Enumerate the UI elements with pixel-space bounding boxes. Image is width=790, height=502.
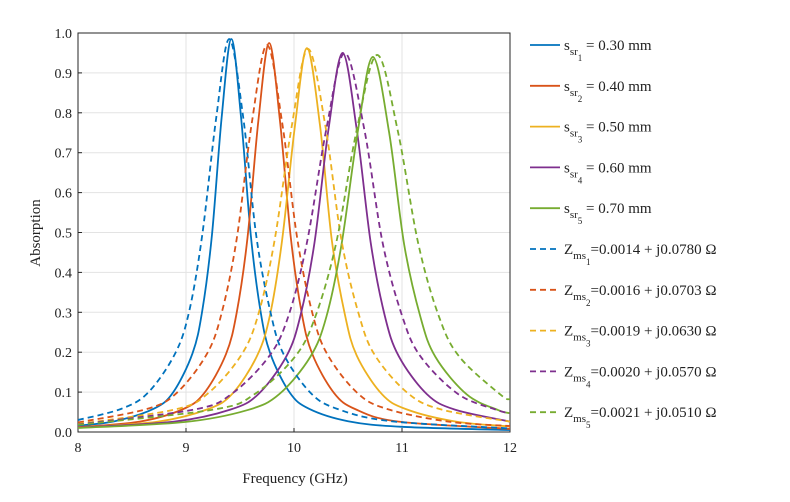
y-tick-label: 0.7 [55,147,73,162]
legend-sub: ms [573,250,586,262]
legend-index: 2 [586,298,591,308]
legend-base: s [564,160,570,176]
legend-base: Z [564,242,573,258]
legend-sub: sr [570,87,578,99]
legend-index: 4 [578,175,583,185]
legend-label: ssr1 = 0.30 mm [564,38,652,63]
legend-label: Zms1=0.0014 + j0.0780 Ω [564,242,717,267]
y-tick-label: 0.9 [55,67,73,82]
line [78,38,510,430]
legend-label: Zms2=0.0016 + j0.0703 Ω [564,283,717,308]
series-clip [78,44,510,427]
legend-base: s [564,120,570,136]
legend-rest: =0.0021 + j0.0510 Ω [591,405,717,421]
y-tick-label: 0.1 [55,386,73,401]
x-tick-label: 9 [183,441,190,456]
legend-index: 4 [586,379,591,389]
x-axis-label: Frequency (GHz) [242,471,347,487]
series-clip [78,48,510,425]
x-tick-label: 8 [75,441,82,456]
series-clip [78,52,510,429]
legend-sub: ms [573,291,586,303]
legend-rest: = 0.60 mm [582,160,652,176]
series-clip [78,52,510,426]
legend-base: Z [564,405,573,421]
legend-label: ssr3 = 0.50 mm [564,120,652,145]
y-tick-label: 0.8 [55,107,73,122]
legend-index: 5 [578,216,583,226]
legend-base: s [564,79,570,95]
legend-rest: =0.0019 + j0.0630 Ω [591,324,717,340]
line [78,47,510,429]
legend-index: 3 [578,135,583,145]
y-tick-label: 0.6 [55,187,73,202]
legend-sub: ms [573,413,586,425]
legend-sub: sr [570,168,578,180]
legend-label: Zms5=0.0021 + j0.0510 Ω [564,405,717,430]
legend-rest: =0.0016 + j0.0703 Ω [591,283,717,299]
series-clip [78,54,510,426]
x-tick-label: 11 [395,441,408,456]
legend-rest: = 0.30 mm [582,38,652,54]
series-clip [78,38,510,431]
legend-index: 3 [586,339,591,349]
y-tick-label: 0.0 [55,426,73,441]
line [78,54,510,426]
line [78,38,510,431]
legend-base: Z [564,283,573,299]
legend-sub: ms [573,372,586,384]
legend-rest: =0.0020 + j0.0570 Ω [591,364,717,380]
legend-sub: sr [570,46,578,58]
legend-index: 5 [586,420,591,430]
x-tick-label: 10 [287,441,301,456]
x-tick-label: 12 [503,441,517,456]
legend-sub: sr [570,209,578,221]
legend-sub: sr [570,128,578,140]
legend-label: ssr5 = 0.70 mm [564,201,652,226]
y-axis-label: Absorption [28,199,44,267]
legend-index: 2 [578,94,583,104]
legend-sub: ms [573,332,586,344]
line [78,52,510,429]
series-clip [78,47,510,429]
y-tick-label: 0.4 [55,266,73,281]
y-tick-label: 1.0 [55,27,73,42]
legend-base: Z [564,324,573,340]
y-tick-label: 0.5 [55,227,73,242]
legend-rest: =0.0014 + j0.0780 Ω [591,242,717,258]
legend-base: Z [564,364,573,380]
legend-rest: = 0.50 mm [582,120,652,136]
legend-label: Zms4=0.0020 + j0.0570 Ω [564,364,717,389]
line [78,42,510,430]
y-tick-label: 0.2 [55,346,73,361]
legend-label: Zms3=0.0019 + j0.0630 Ω [564,324,717,349]
line [78,44,510,427]
legend-rest: = 0.70 mm [582,201,652,217]
legend-base: s [564,38,570,54]
legend-index: 1 [586,257,591,267]
series-clip [78,42,510,430]
series-clip [78,38,510,430]
legend-index: 1 [578,53,583,63]
y-tick-label: 0.3 [55,306,73,321]
line [78,52,510,426]
plot-frame [77,32,511,433]
line [78,48,510,425]
legend-label: ssr4 = 0.60 mm [564,160,652,185]
legend-label: ssr2 = 0.40 mm [564,79,652,104]
legend-base: s [564,201,570,217]
legend-rest: = 0.40 mm [582,79,652,95]
